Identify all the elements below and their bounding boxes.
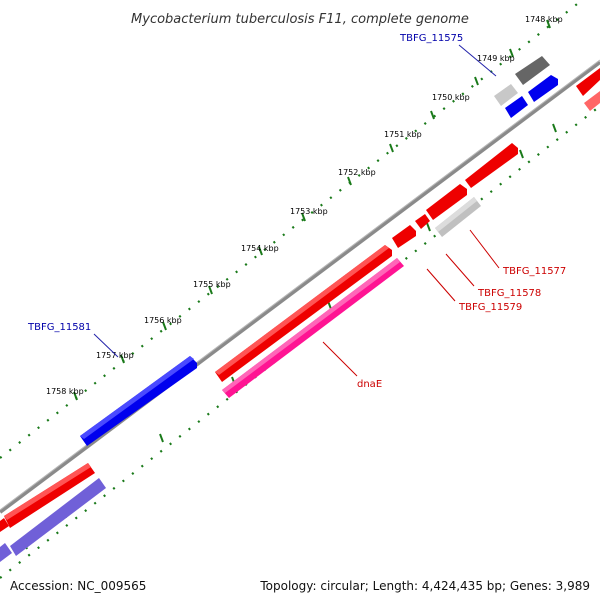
gene-bevel [80,356,194,439]
tick-mark [389,143,394,153]
gene-tbfg-11579[interactable] [392,225,416,248]
label-tbfg-11581[interactable]: TBFG_11581 [27,322,91,333]
connector-tbfg-11581 [93,333,119,358]
tick-label: 1754 kbp [241,244,279,253]
tick-label: 1751 kbp [384,130,422,139]
tick-mark [73,391,78,401]
gene-reverse[interactable] [10,478,106,556]
connector-tbfg-11579 [426,268,456,302]
tick-mark [519,149,524,159]
gene-forward[interactable] [426,184,467,220]
inner-tick-track [0,105,600,579]
inner-dotted-ring [0,105,600,579]
gene-forward[interactable] [0,518,9,532]
gene-forward[interactable] [576,68,600,96]
gene-tbfg-11581[interactable] [80,356,197,446]
backbone [0,59,600,514]
gene-bevel [215,245,389,375]
backbone-ring [0,60,600,514]
gene-tbfg-11575[interactable] [505,96,528,118]
gene-other[interactable] [515,56,550,85]
tick-mark [426,222,431,232]
label-dnae[interactable]: dnaE [357,379,382,390]
label-connectors [93,44,500,377]
gene-reverse[interactable] [0,543,12,562]
gene-forward[interactable] [215,245,392,382]
tick-mark [159,433,164,443]
connector-dnae [322,341,358,377]
gene-forward[interactable] [465,143,518,188]
major-ticks [73,19,551,401]
connector-tbfg-11577 [469,229,500,269]
label-tbfg-11579[interactable]: TBFG_11579 [458,302,522,313]
gene-labels: TBFG_11575 TBFG_11577 TBFG_11578 TBFG_11… [27,33,566,390]
tick-mark [347,176,352,186]
gene-forward[interactable] [4,463,95,528]
tick-mark [120,354,125,364]
tick-mark [546,19,551,29]
tick-mark [552,123,557,133]
label-tbfg-11578[interactable]: TBFG_11578 [477,288,541,299]
accession-text: Accession: NC_009565 [10,579,147,593]
label-tbfg-11577[interactable]: TBFG_11577 [502,266,566,277]
reverse-strand-features [80,56,600,446]
tick-mark [509,48,514,58]
tick-labels: 1748 kbp 1749 kbp 1750 kbp 1751 kbp 1752… [46,15,563,396]
connector-tbfg-11575 [458,44,497,77]
gene-bevel [4,463,91,520]
gene-tbfg-11578[interactable] [415,214,430,229]
gene-tbfg-11577[interactable] [435,197,481,237]
tick-label: 1752 kbp [338,168,376,177]
tick-label: 1755 kbp [193,280,231,289]
tick-mark [301,212,306,222]
gene-reverse[interactable] [528,75,558,102]
tick-label: 1750 kbp [432,93,470,102]
connector-tbfg-11578 [445,253,475,287]
tick-mark [430,110,435,120]
tick-mark [208,285,213,295]
genome-summary-text: Topology: circular; Length: 4,424,435 bp… [260,579,590,593]
gene-bevel [435,197,477,232]
gene-bevel [222,258,400,393]
tick-mark [258,246,263,256]
tick-label: 1758 kbp [46,387,84,396]
tick-label: 1749 kbp [477,54,515,63]
outer-dotted-ring [0,0,584,459]
label-tbfg-11575[interactable]: TBFG_11575 [399,33,463,44]
tick-label: 1753 kbp [290,207,328,216]
tick-mark [162,321,167,331]
tick-label: 1757 kbp [96,351,134,360]
map-title: Mycobacterium tuberculosis F11, complete… [131,12,469,27]
tick-label: 1748 kbp [525,15,563,24]
tick-label: 1756 kbp [144,316,182,325]
gene-forward[interactable] [584,91,600,111]
gene-pseudo[interactable] [494,84,518,106]
tick-mark [474,76,479,86]
outer-tick-track [0,0,584,459]
forward-strand-features [0,91,600,562]
